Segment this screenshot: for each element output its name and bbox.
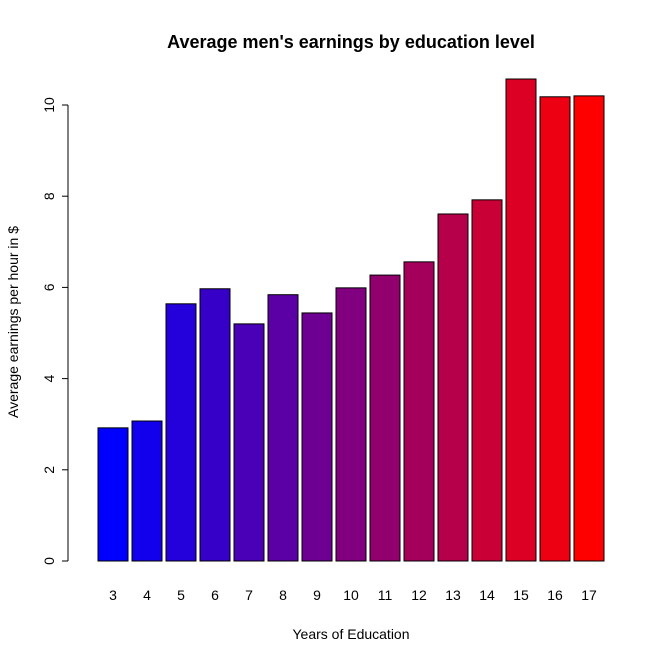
bar-13	[437, 213, 469, 562]
y-tick-label: 10	[41, 97, 57, 113]
bar-3	[97, 427, 129, 562]
x-tick-label: 11	[378, 587, 393, 603]
x-tick-label: 5	[177, 587, 185, 603]
x-axis-tick-labels: 3 4 5 6 7 8 9 10 11 12 13 14 15 16 17	[109, 587, 597, 603]
bar-10	[335, 287, 367, 562]
bar-7	[233, 323, 265, 562]
x-axis-label: Years of Education	[292, 626, 409, 642]
x-tick-label: 12	[411, 587, 427, 603]
x-tick-label: 6	[211, 587, 219, 603]
bar-12	[403, 261, 435, 562]
x-tick-label: 7	[245, 587, 253, 603]
x-tick-label: 16	[547, 587, 563, 603]
y-tick-label: 2	[41, 466, 57, 474]
bar-5	[165, 303, 197, 562]
x-tick-label: 15	[513, 587, 529, 603]
x-tick-label: 14	[479, 587, 495, 603]
x-tick-label: 13	[445, 587, 461, 603]
bar-17	[573, 95, 605, 562]
x-tick-label: 3	[109, 587, 117, 603]
bars	[97, 78, 605, 562]
bar-14	[471, 199, 503, 562]
bar-15	[505, 78, 537, 562]
bar-8	[267, 294, 299, 562]
bar-16	[539, 96, 571, 562]
y-tick-label: 8	[41, 192, 57, 200]
x-tick-label: 4	[143, 587, 151, 603]
bar-11	[369, 274, 401, 562]
x-tick-label: 8	[279, 587, 287, 603]
bar-9	[301, 312, 333, 562]
chart-title: Average men's earnings by education leve…	[167, 32, 535, 52]
y-tick-label: 4	[41, 374, 57, 382]
y-axis-label: Average earnings per hour in $	[5, 226, 21, 418]
bar-6	[199, 288, 231, 562]
y-tick-label: 0	[41, 557, 57, 565]
x-tick-label: 10	[343, 587, 359, 603]
x-tick-label: 9	[313, 587, 321, 603]
bar-4	[131, 420, 163, 562]
y-tick-label: 6	[41, 283, 57, 291]
y-axis-ticks: 0 2 4 6 8 10	[41, 97, 68, 565]
x-tick-label: 17	[581, 587, 597, 603]
